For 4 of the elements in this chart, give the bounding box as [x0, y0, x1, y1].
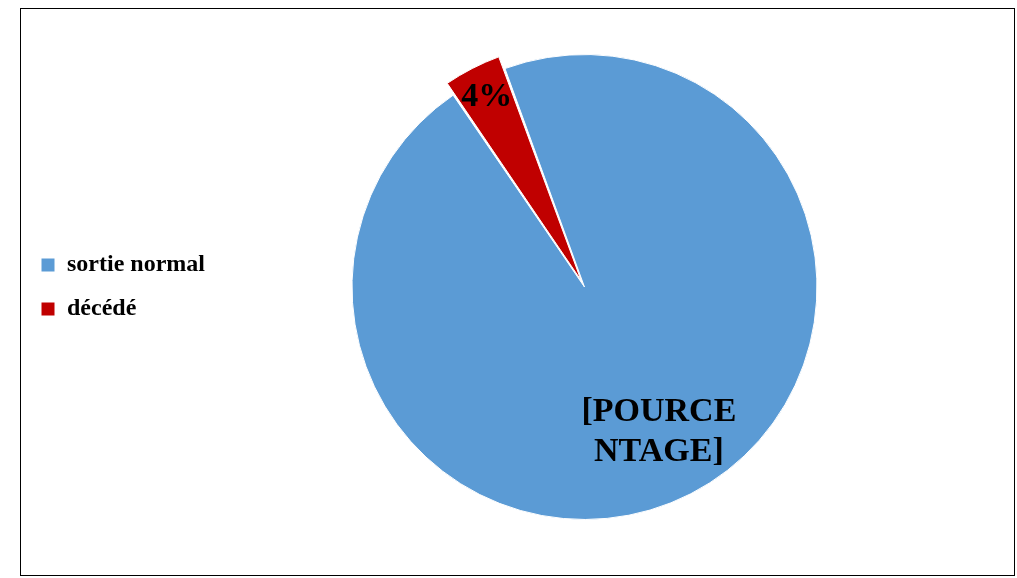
- legend-label: décédé: [67, 294, 137, 321]
- data-label: 4%: [461, 75, 513, 113]
- legend-label: sortie normal: [67, 250, 206, 277]
- data-label: [POURCENTAGE]: [581, 390, 737, 468]
